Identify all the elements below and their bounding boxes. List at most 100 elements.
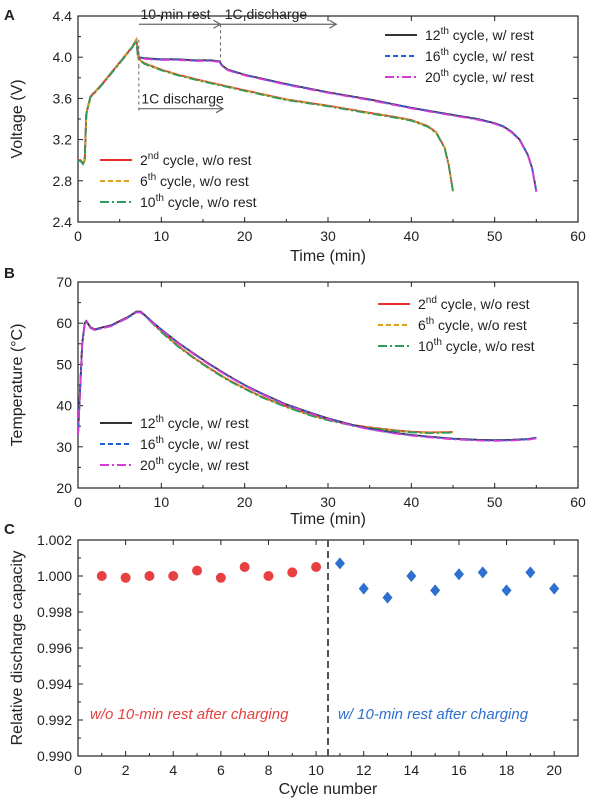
legend-superscript: th bbox=[156, 193, 164, 204]
y-axis-label: Temperature (°C) bbox=[9, 324, 26, 447]
legend-superscript: th bbox=[441, 47, 449, 58]
x-tick-label: 10 bbox=[308, 762, 324, 778]
data-point-diamond bbox=[525, 566, 536, 579]
x-axis-label: Time (min) bbox=[290, 511, 366, 528]
y-tick-label: 2.4 bbox=[53, 214, 73, 230]
data-point-circle bbox=[120, 572, 131, 583]
y-tick-label: 50 bbox=[56, 356, 72, 372]
legend-number: 6 bbox=[140, 173, 148, 189]
legend-number: 12 bbox=[140, 415, 156, 431]
legend-entry: 12th cycle, w/ rest bbox=[425, 26, 534, 43]
data-point-diamond bbox=[549, 582, 560, 595]
x-tick-label: 16 bbox=[451, 762, 467, 778]
y-tick-label: 4.4 bbox=[53, 8, 73, 24]
y-tick-label: 0.992 bbox=[37, 712, 72, 728]
legend-number: 6 bbox=[418, 317, 426, 333]
y-axis-label: Relative discharge capacity bbox=[9, 551, 26, 746]
data-point-circle bbox=[144, 571, 155, 581]
data-point-diamond bbox=[382, 591, 393, 604]
series-line-cycle-6 bbox=[78, 311, 454, 435]
x-tick-label: 2 bbox=[122, 762, 130, 778]
data-point-diamond bbox=[501, 584, 512, 597]
legend-text: cycle, w/o rest bbox=[159, 152, 252, 168]
legend-number: 20 bbox=[140, 457, 156, 473]
legend-text: cycle, w/ rest bbox=[449, 48, 534, 64]
y-axis-label: Voltage (V) bbox=[9, 79, 26, 158]
data-point-circle bbox=[192, 565, 203, 576]
x-tick-label: 10 bbox=[154, 494, 170, 510]
legend-entry: 6th cycle, w/o rest bbox=[140, 172, 249, 189]
data-point-circle bbox=[287, 567, 298, 578]
discharge-arrowhead bbox=[329, 19, 338, 29]
legend-superscript: nd bbox=[426, 295, 437, 306]
x-tick-label: 40 bbox=[404, 228, 420, 244]
legend-entry: 16th cycle, w/ rest bbox=[425, 47, 534, 64]
legend-text: cycle, w/o rest bbox=[442, 338, 535, 354]
legend-entry: 16th cycle, w/ rest bbox=[140, 435, 249, 452]
legend-superscript: th bbox=[156, 414, 164, 425]
x-tick-label: 50 bbox=[487, 228, 503, 244]
legend-number: 12 bbox=[425, 27, 441, 43]
data-point-circle bbox=[96, 571, 107, 581]
data-point-diamond bbox=[453, 568, 464, 581]
plot-frame bbox=[77, 539, 579, 757]
panel-b-temperature-chart: 0 10 20 30 40 50 60 20 30 40 50 60 70 Time (min) Tempe… bbox=[9, 274, 586, 528]
annotation-discharge-2: 1C discharge bbox=[141, 91, 224, 107]
x-tick-label: 14 bbox=[404, 762, 420, 778]
series-line-cycle-6 bbox=[78, 37, 454, 192]
panel-letter-a: A bbox=[4, 7, 15, 24]
legend-entry: 6th cycle, w/o rest bbox=[418, 316, 527, 333]
series-line-cycle-20 bbox=[78, 311, 537, 442]
legend-superscript: nd bbox=[148, 151, 159, 162]
series-group bbox=[78, 36, 538, 192]
data-point-circle bbox=[239, 562, 250, 572]
legend-text: cycle, w/ rest bbox=[449, 27, 534, 43]
legend-entry: 20th cycle, w/ rest bbox=[140, 456, 249, 473]
series-line-cycle-2 bbox=[78, 310, 454, 435]
legend-superscript: th bbox=[441, 26, 449, 37]
y-tick-label: 4.0 bbox=[53, 49, 73, 65]
series-line-cycle-10 bbox=[78, 311, 454, 436]
legend-entry: 2nd cycle, w/o rest bbox=[418, 295, 530, 312]
x-tick-label: 18 bbox=[499, 762, 515, 778]
legend-text: cycle, w/o rest bbox=[156, 173, 249, 189]
legend-superscript: th bbox=[156, 456, 164, 467]
x-tick-label: 20 bbox=[237, 494, 253, 510]
legend-text: cycle, w/ rest bbox=[164, 457, 249, 473]
annotation-discharge-1: 1C discharge bbox=[225, 6, 308, 22]
y-tick-label: 3.6 bbox=[53, 90, 73, 106]
series-group bbox=[78, 310, 537, 442]
y-tick-label: 2.8 bbox=[53, 173, 73, 189]
x-tick-label: 8 bbox=[265, 762, 273, 778]
legend-number: 2 bbox=[140, 152, 148, 168]
y-tick-label: 70 bbox=[56, 274, 72, 290]
series-line-cycle-10 bbox=[78, 37, 454, 192]
y-tick-label: 40 bbox=[56, 398, 72, 414]
legend-superscript: th bbox=[434, 337, 442, 348]
legend-superscript: th bbox=[156, 435, 164, 446]
data-point-diamond bbox=[430, 584, 441, 597]
data-point-diamond bbox=[334, 557, 345, 570]
legend-superscript: th bbox=[148, 172, 156, 183]
legend-text: cycle, w/o rest bbox=[434, 317, 527, 333]
y-tick-label: 1.000 bbox=[37, 568, 72, 584]
panel-a-voltage-chart: 0 10 20 30 40 50 60 2.4 2.8 3.2 3.6 4.0 4.4 Time (min… bbox=[9, 6, 586, 265]
panel-letter-c: C bbox=[4, 521, 15, 538]
data-point-diamond bbox=[477, 566, 488, 579]
x-tick-label: 30 bbox=[320, 494, 336, 510]
y-tick-label: 3.2 bbox=[53, 132, 73, 148]
legend-superscript: th bbox=[426, 316, 434, 327]
y-tick-label: 60 bbox=[56, 315, 72, 331]
legend-number: 2 bbox=[418, 296, 426, 312]
y-tick-label: 0.996 bbox=[37, 640, 72, 656]
data-point-diamond bbox=[358, 582, 369, 595]
legend-text: cycle, w/ rest bbox=[164, 415, 249, 431]
x-tick-label: 60 bbox=[570, 494, 586, 510]
region-label: w/o 10-min rest after charging bbox=[90, 706, 289, 723]
legend-superscript: th bbox=[441, 68, 449, 79]
x-tick-label: 20 bbox=[237, 228, 253, 244]
legend-entry: 12th cycle, w/ rest bbox=[140, 414, 249, 431]
x-tick-label: 60 bbox=[570, 228, 586, 244]
legend-entry: 2nd cycle, w/o rest bbox=[140, 151, 252, 168]
